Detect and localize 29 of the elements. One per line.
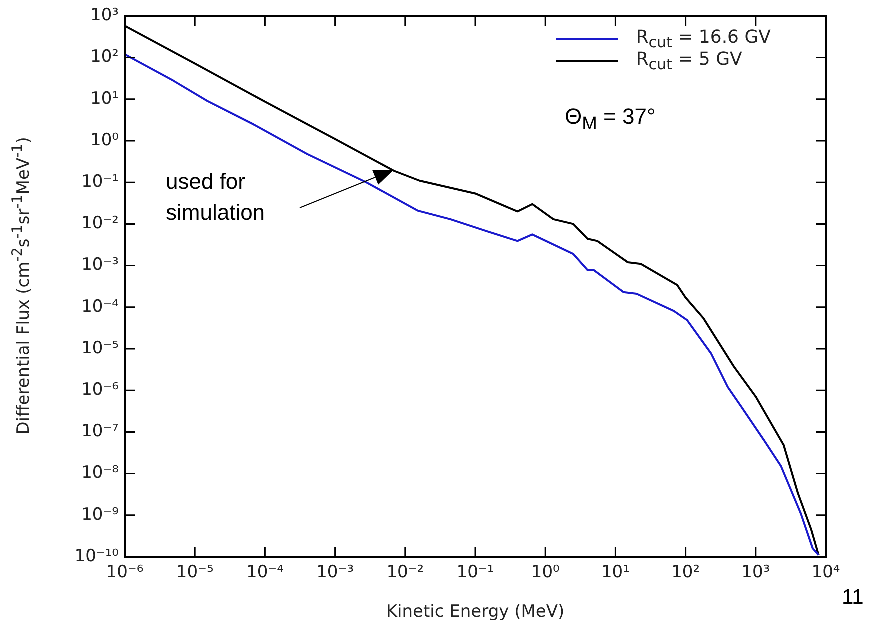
y-tick-label: 10⁻⁵ — [82, 338, 119, 358]
y-tick-label: 10⁻³ — [82, 255, 119, 276]
y-tick-label: 10⁰ — [90, 130, 120, 150]
x-axis-title: Kinetic Energy (MeV) — [386, 602, 565, 622]
y-tick-label: 10⁻⁷ — [82, 422, 120, 442]
y-tick-label: 10⁻⁹ — [82, 504, 120, 525]
x-tick-label: 10⁰ — [531, 562, 560, 583]
y-tick-label: 10⁻⁸ — [82, 463, 120, 484]
y-tick-label: 10¹ — [90, 88, 119, 109]
y-tick-label: 10⁻¹ — [82, 172, 119, 192]
y-tick-label: 10⁻⁴ — [82, 296, 120, 317]
legend-label: R$_{cut}$ = 16.6 GV — [636, 26, 771, 52]
x-tick-label: 10⁻¹ — [456, 562, 494, 583]
text: 11 — [842, 586, 864, 610]
x-tick-label: 10⁻² — [386, 562, 424, 583]
legend-label: R$_{cut}$ = 5 GV — [636, 48, 742, 74]
x-tick-label: 10⁻⁵ — [176, 562, 214, 583]
annotation: Θ$_{M}$ = 37° — [565, 104, 656, 134]
x-tick-label: 10⁻³ — [316, 562, 354, 583]
x-tick-label: 10¹ — [601, 562, 630, 583]
y-tick-label: 10³ — [90, 6, 119, 26]
y-tick-label: 10² — [90, 47, 119, 68]
x-tick-label: 10⁻⁴ — [246, 562, 284, 583]
x-tick-label: 10⁴ — [812, 562, 840, 583]
y-tick-label: 10⁻⁶ — [82, 380, 120, 400]
x-tick-label: 10² — [672, 562, 700, 583]
annotation: used for simulation — [166, 168, 266, 227]
x-tick-label: 10³ — [742, 562, 770, 583]
y-tick-label: 10⁻² — [82, 214, 119, 234]
